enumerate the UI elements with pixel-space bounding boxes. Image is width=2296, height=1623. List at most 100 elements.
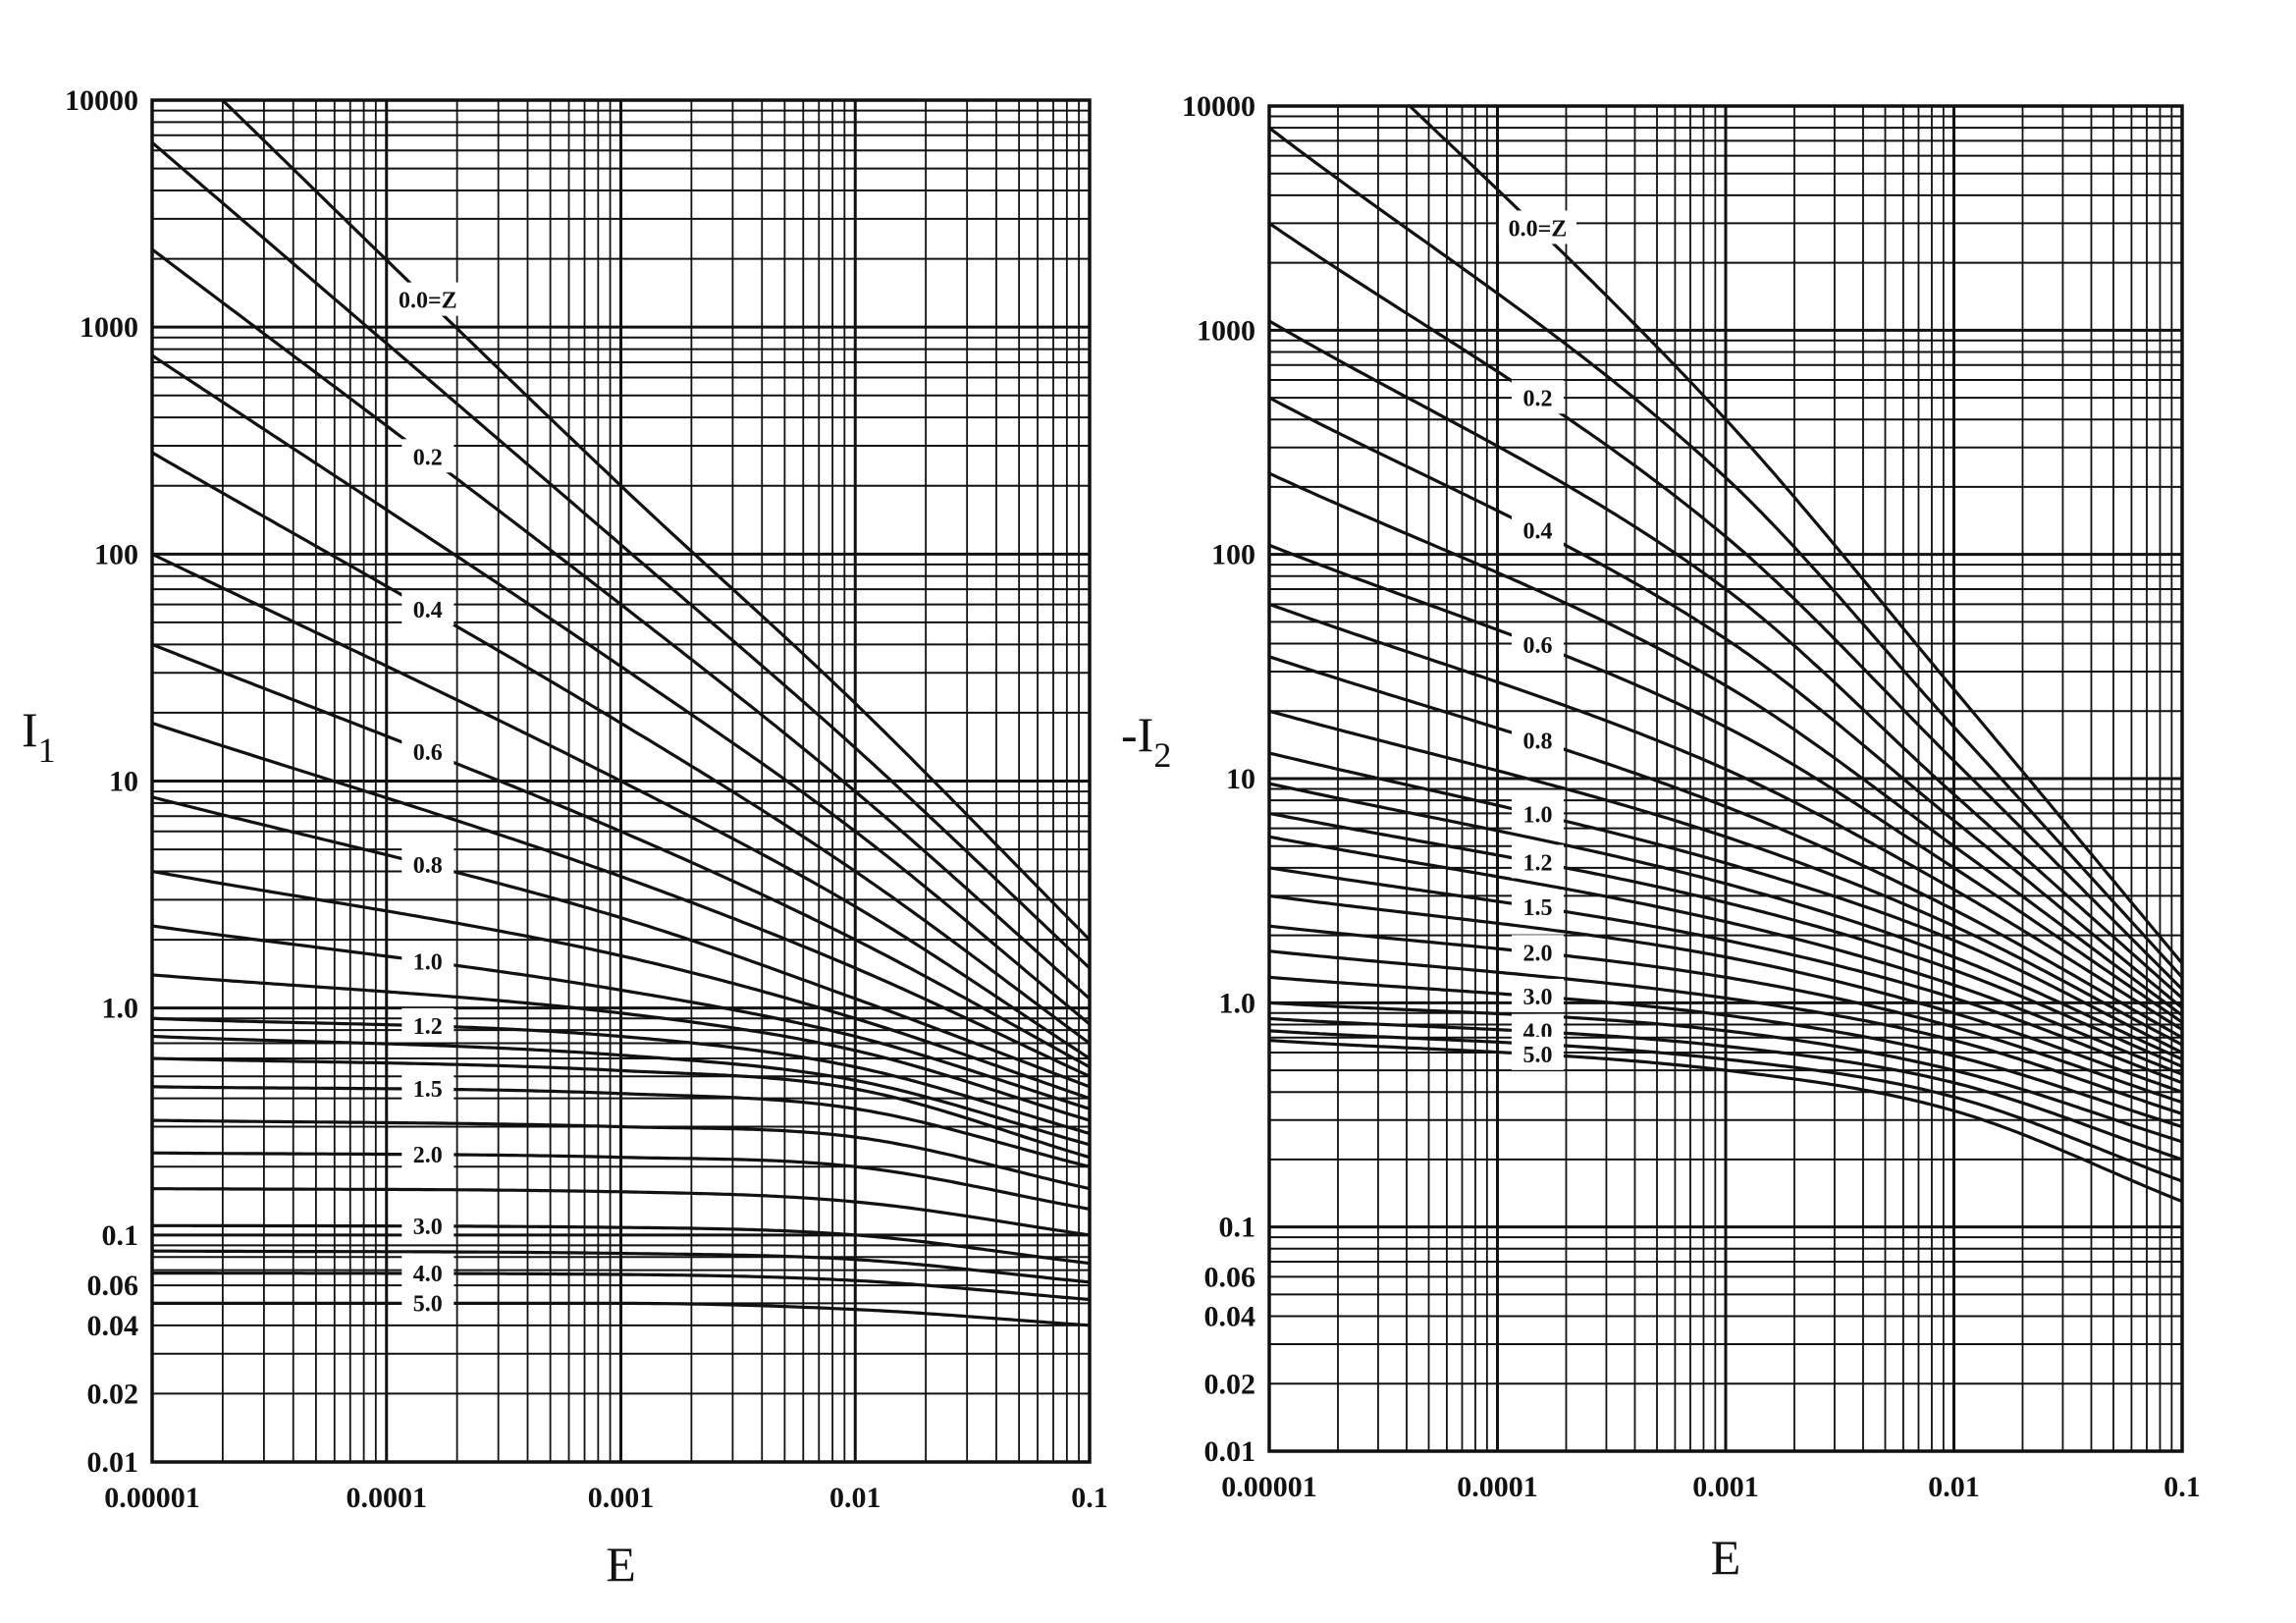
curve-z-1-0 (152, 924, 1090, 1110)
curve-label-background (401, 1136, 454, 1170)
curve-label: 0.4 (413, 598, 443, 623)
x-axis-label: E (1711, 1530, 1741, 1585)
x-tick-label: 0.0001 (347, 1482, 428, 1514)
y-tick-label: 10 (1226, 763, 1255, 795)
curve-label-background (1511, 380, 1564, 414)
curve-label-background (401, 944, 454, 978)
curve-label-background (401, 439, 454, 473)
x-tick-label: 0.00001 (1221, 1471, 1317, 1503)
curve-z-1-5 (1269, 866, 2182, 1085)
plot-frame (1267, 104, 2184, 1453)
curve-label: 1.5 (1522, 895, 1552, 921)
curve-z-0-7 (1269, 602, 2182, 1031)
y-tick-label: 100 (1211, 539, 1255, 571)
curve-label-background (1498, 210, 1576, 244)
y-tick-label: 0.04 (1204, 1301, 1256, 1333)
y-axis-label: I1 (22, 702, 56, 770)
curve-z-4-0 (152, 1271, 1090, 1302)
y-tick-label: 10 (109, 766, 138, 798)
curve-label-background (1511, 978, 1564, 1012)
curve-z-1-2 (152, 1016, 1090, 1136)
curve-z-1-75 (152, 1118, 1090, 1191)
y-tick-label: 1000 (1197, 314, 1255, 347)
curve-z-2-5 (152, 1187, 1090, 1237)
y-axis-label: -I2 (1121, 707, 1171, 775)
curve-z-5-0 (1269, 1039, 2182, 1204)
curve-z-0-6 (1269, 543, 2182, 1024)
curves (1269, 106, 2182, 1204)
y-tick-label: 0.1 (102, 1219, 139, 1252)
grid (1267, 106, 2182, 1453)
x-tick-label: 0.1 (2163, 1471, 2201, 1503)
curve-z-0-8 (152, 795, 1090, 1089)
y-tick-label: 0.1 (1219, 1212, 1256, 1244)
curve-label: 5.0 (1522, 1043, 1552, 1068)
curve-label-background (389, 282, 467, 316)
curve-labels: 0.0=Z0.20.40.60.81.01.21.52.03.04.05.0 (389, 282, 467, 1320)
curve-z-0-4 (1269, 396, 2182, 1009)
curve-label-background (401, 1071, 454, 1106)
curve-label-background (401, 1208, 454, 1242)
x-axis-label: E (606, 1537, 636, 1592)
curve-z-0-1 (1269, 126, 2182, 979)
y-tick-label: 1.0 (102, 993, 139, 1025)
curve-z-0-6 (152, 642, 1090, 1069)
y-tick-label: 0.04 (87, 1310, 139, 1342)
curve-label-background (1511, 626, 1564, 661)
curve-z-1-4 (152, 1056, 1090, 1160)
curve-label: 0.0=Z (1509, 216, 1568, 242)
curve-label: 3.0 (413, 1215, 443, 1240)
x-tick-label: 0.1 (1071, 1482, 1108, 1514)
chart-1: 100001000100101.00.10.060.040.020.010.00… (22, 84, 1108, 1592)
curve-z-4-5 (1269, 1029, 2182, 1183)
curve-label: 5.0 (413, 1291, 443, 1317)
curve-z-1-0 (1269, 751, 2182, 1055)
curve-label: 0.0=Z (399, 289, 457, 314)
curve-z-0-0 (1407, 106, 2182, 965)
curve-label-background (1511, 796, 1564, 831)
curve-label: 1.0 (1522, 803, 1552, 829)
curve-z-0-2 (1269, 222, 2182, 991)
curve-label-background (401, 1255, 454, 1289)
curve-z-1-1 (1269, 782, 2182, 1061)
y-tick-label: 0.01 (87, 1446, 139, 1479)
grid (150, 100, 1090, 1464)
curve-z-0-2 (152, 247, 1090, 1001)
curve-z-3-5 (1269, 1001, 2182, 1144)
curve-z-1-1 (152, 973, 1090, 1122)
curve-label: 4.0 (413, 1262, 443, 1287)
curve-label: 3.0 (1522, 985, 1552, 1010)
curve-label: 0.8 (1522, 730, 1552, 755)
curve-label: 0.4 (1522, 519, 1552, 545)
curve-z-0-5 (1269, 471, 2182, 1017)
curve-label: 0.6 (1522, 633, 1552, 659)
curve-z-3-5 (152, 1249, 1090, 1284)
curve-z-1-75 (1269, 893, 2182, 1094)
curve-z-0-3 (1269, 319, 2182, 1000)
curve-label-background (1511, 935, 1564, 969)
x-tick-label: 0.0001 (1457, 1471, 1538, 1503)
curve-label: 2.0 (1522, 941, 1552, 966)
x-tick-label: 0.00001 (104, 1482, 200, 1514)
curve-z-3-0 (1269, 975, 2182, 1129)
curve-z-1-2 (1269, 811, 2182, 1068)
curve-z-5-0 (152, 1301, 1090, 1327)
curve-z-0-4 (152, 451, 1090, 1045)
x-tick-label: 0.001 (588, 1482, 655, 1514)
y-axis-label-subscript: 1 (38, 730, 56, 770)
curve-label: 0.2 (413, 445, 443, 470)
curve-label: 1.0 (413, 949, 443, 975)
y-tick-label: 0.06 (1204, 1261, 1256, 1293)
curve-label: 0.2 (1522, 386, 1552, 411)
curve-label-background (1511, 723, 1564, 757)
y-tick-label: 0.06 (87, 1270, 139, 1302)
curve-z-0-0 (220, 100, 1090, 942)
curve-label: 2.0 (413, 1143, 443, 1168)
curve-z-1-35 (1269, 835, 2182, 1076)
plot-frame (150, 98, 1092, 1464)
curve-z-0-3 (152, 353, 1090, 1026)
curve-z-0-9 (1269, 709, 2182, 1047)
curve-labels: 0.0=Z0.20.40.60.81.01.21.52.03.04.05.0 (1498, 210, 1576, 1070)
curve-label-background (1511, 890, 1564, 924)
